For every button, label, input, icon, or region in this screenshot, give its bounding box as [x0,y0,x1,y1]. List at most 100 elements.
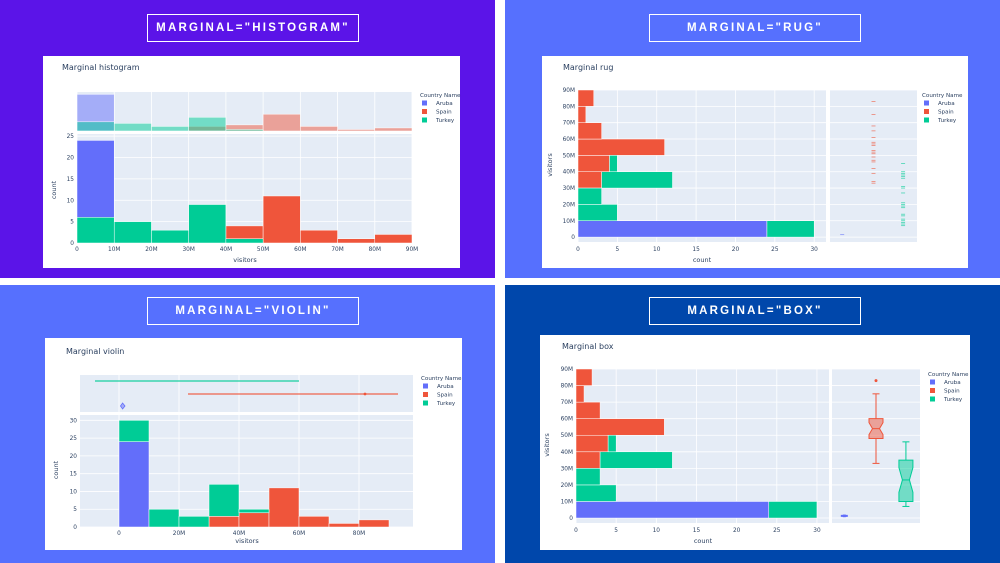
bar-turkey [601,171,673,189]
x-tick-label: 80M [353,531,365,537]
bar-turkey [766,220,815,238]
bar-spain [328,523,360,528]
bar-spain [577,155,610,172]
x-tick-label: 0 [75,247,79,253]
x-tick-label: 50M [257,247,269,253]
y-axis-title: count [52,460,60,479]
x-tick-label: 40M [233,531,245,537]
bar-turkey [225,238,264,244]
legend-swatch-spain [930,388,935,393]
y-tick-label: 90M [563,88,575,94]
bar-spain [262,195,301,244]
y-tick-label: 70M [561,400,573,406]
bar-spain [298,516,330,528]
bar-turkey [607,434,617,453]
y-axis-title: visitors [543,433,551,457]
x-tick-label: 5 [616,247,620,253]
legend-swatch-aruba [924,100,929,106]
y-tick-label: 5 [73,507,77,513]
x-tick-label: 5 [614,528,618,534]
legend-item-turkey: Turkey [937,118,957,124]
legend-item-spain: Spain [437,393,453,399]
legend-item-turkey: Turkey [436,401,456,407]
x-tick-label: 20M [173,531,185,537]
legend-title: Country Name [420,93,461,99]
bar-spain [575,418,665,436]
x-tick-label: 60M [293,531,305,537]
y-tick-label: 20 [67,156,75,162]
x-tick-label: 30 [813,528,821,534]
bar-turkey [575,484,617,502]
x-tick-label: 20M [145,247,157,253]
banner-histogram: MARGINAL="HISTOGRAM" [147,14,359,42]
bar-spain [358,519,390,528]
y-tick-label: 0 [70,241,74,247]
plot-area [576,369,829,523]
bar-spain [575,434,609,453]
y-tick-label: 90M [561,367,573,373]
x-tick-label: 15 [692,247,700,253]
bar-turkey [178,516,210,528]
marginal-bar-spain [374,127,413,132]
y-tick-label: 10M [563,219,575,225]
x-tick-label: 30 [810,247,818,253]
y-tick-label: 50M [563,153,575,159]
x-tick-label: 15 [693,528,701,534]
y-tick-label: 70M [563,121,575,127]
x-tick-label: 40M [220,247,232,253]
bar-turkey [113,221,152,244]
y-tick-label: 25 [67,134,75,140]
legend-swatch-aruba [423,383,428,389]
legend-item-aruba: Aruba [944,380,961,386]
chart-title: Marginal violin [66,347,124,356]
legend-item-turkey: Turkey [435,118,455,124]
legend-swatch-spain [422,109,427,114]
legend-swatch-turkey [423,400,428,406]
legend-item-turkey: Turkey [943,397,963,403]
x-tick-label: 25 [771,247,779,253]
bar-spain [575,368,593,386]
x-axis-title: count [693,256,712,264]
y-tick-label: 60M [561,417,573,423]
x-tick-label: 30M [182,247,194,253]
bar-spain [268,487,300,528]
y-tick-label: 80M [563,104,575,110]
y-tick-label: 10 [67,198,75,204]
box-outlier-spain [874,379,878,383]
bar-turkey [151,229,189,244]
y-axis-title: count [50,180,58,199]
y-tick-label: 0 [571,235,575,241]
marginal-bar-spain [262,113,301,132]
x-tick-label: 20 [732,247,740,253]
bar-turkey [148,508,180,528]
x-tick-label: 0 [574,528,578,534]
x-tick-label: 60M [294,247,306,253]
y-tick-label: 30M [563,186,575,192]
chart-title: Marginal histogram [62,63,140,72]
chart-title: Marginal box [562,342,614,351]
y-tick-label: 5 [70,220,74,226]
bar-turkey [188,204,227,244]
legend-item-spain: Spain [938,110,954,116]
bar-spain [208,516,240,528]
y-tick-label: 25 [70,436,78,442]
legend-title: Country Name [928,372,969,378]
x-tick-label: 20 [733,528,741,534]
legend-swatch-spain [423,392,428,397]
box-turkey [898,459,914,502]
x-tick-label: 80M [369,247,381,253]
y-tick-label: 30M [561,466,573,472]
marginal-bar-turkey [225,129,264,132]
marginal-bar-spain [300,126,338,132]
x-tick-label: 25 [773,528,781,534]
y-tick-label: 15 [70,472,78,478]
y-tick-label: 0 [569,516,573,522]
bar-turkey [577,187,602,205]
marginal-bar-turkey [188,116,227,132]
bar-spain [577,122,602,140]
y-tick-label: 50M [561,433,573,439]
y-tick-label: 80M [561,384,573,390]
bar-turkey [609,155,618,172]
y-tick-label: 20M [561,483,573,489]
x-tick-label: 70M [331,247,343,253]
